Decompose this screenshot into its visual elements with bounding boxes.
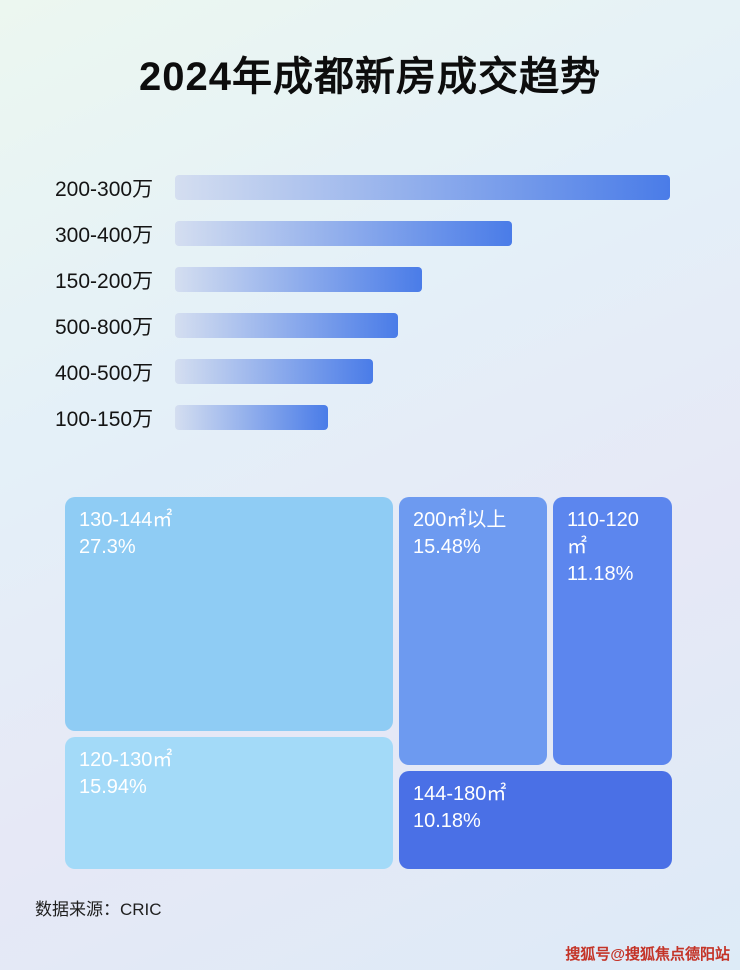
bar-track [175,221,680,246]
treemap-tile-label: 120-130㎡ [79,749,173,771]
bar-track [175,313,680,338]
bar-fill [175,221,512,246]
treemap-tile-label: 144-180㎡ [413,783,507,805]
bar-fill [175,175,670,200]
treemap-tile-percent: 27.3% [79,536,136,558]
bar-row: 400-500万 [55,359,680,385]
bar-track [175,359,680,384]
area-segment-treemap: 130-144㎡ 27.3% 120-130㎡ 15.94% 200㎡以上 15… [65,497,672,869]
bar-category-label: 400-500万 [55,361,154,385]
treemap-tile: 120-130㎡ 15.94% [65,737,393,869]
treemap-tile-percent: 15.48% [413,536,481,558]
bar-fill [175,267,423,292]
bar-row: 500-800万 [55,313,680,339]
price-band-bar-chart: 200-300万 300-400万 150-200万 500-800万 400-… [55,175,680,451]
bar-category-label: 300-400万 [55,223,154,247]
watermark-text: 搜狐号@搜狐焦点德阳站 [565,946,730,963]
bar-track [175,267,680,292]
treemap-tile-percent: 10.18% [413,810,481,832]
treemap-tile: 200㎡以上 15.48% [399,497,547,765]
bar-category-label: 100-150万 [55,407,154,431]
treemap-tile-label: 200㎡以上 [413,509,507,531]
treemap-tile: 110-120㎡ 11.18% [553,497,672,765]
bar-row: 100-150万 [55,405,680,431]
treemap-tile: 144-180㎡ 10.18% [399,771,672,869]
treemap-tile-label: 110-120㎡ [567,509,639,558]
treemap-tile-percent: 15.94% [79,776,147,798]
bar-fill [175,313,398,338]
treemap-tile-percent: 11.18% [567,563,634,585]
treemap-tile: 130-144㎡ 27.3% [65,497,393,731]
bar-category-label: 500-800万 [55,315,154,339]
bar-row: 300-400万 [55,221,680,247]
bar-fill [175,405,329,430]
bar-row: 150-200万 [55,267,680,293]
bar-track [175,175,680,200]
bar-fill [175,359,373,384]
treemap-tile-label: 130-144㎡ [79,509,173,531]
data-source-label: 数据来源：CRIC [35,900,162,919]
bar-category-label: 200-300万 [55,177,154,201]
page-title: 2024年成都新房成交趋势 [139,55,601,99]
bar-row: 200-300万 [55,175,680,201]
bar-category-label: 150-200万 [55,269,154,293]
bar-track [175,405,680,430]
